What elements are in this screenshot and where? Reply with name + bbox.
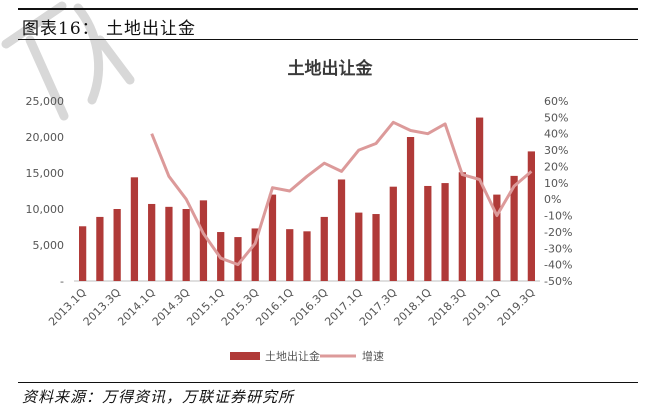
growth-line [150, 120, 533, 267]
bar [458, 172, 466, 281]
left-tick-label: 20,000 [26, 131, 65, 144]
x-tick-label: 2019.3Q [495, 286, 538, 329]
right-tick-label: 50% [544, 111, 568, 124]
bar [337, 179, 346, 281]
right-tick-label: -50% [544, 275, 572, 288]
bar [130, 177, 139, 281]
bar [510, 175, 518, 281]
bar [320, 216, 328, 281]
legend-bar-swatch [230, 352, 260, 360]
right-tick-label: 40% [544, 128, 568, 141]
bar [286, 229, 294, 281]
chart-title: 土地出让金 [288, 58, 374, 79]
right-tick-label: -30% [544, 242, 572, 255]
left-axis: - 5,000 10,000 15,000 20,000 25,000 [26, 95, 65, 288]
bar [303, 231, 311, 281]
legend-line-label: 增速 [362, 349, 384, 363]
x-axis-labels: 2013.1Q2013.3Q2014.1Q2014.3Q2015.1Q2015.… [46, 286, 538, 329]
left-tick-label: 25,000 [26, 95, 65, 108]
bar [234, 237, 242, 281]
bar [406, 137, 415, 281]
bar [148, 203, 156, 281]
legend-bar-label: 土地出让金 [265, 349, 320, 363]
right-tick-label: 0% [544, 193, 561, 206]
bar [424, 185, 432, 281]
left-tick-label: 10,000 [26, 203, 65, 216]
right-tick-label: 20% [544, 160, 568, 173]
bar [355, 212, 363, 281]
bar [165, 206, 173, 281]
bar [389, 186, 397, 281]
bar [113, 209, 121, 281]
left-tick-label: - [60, 275, 64, 288]
bar [527, 151, 535, 281]
right-tick-label: -20% [544, 226, 572, 239]
header-rule [18, 39, 638, 40]
footer-rule [18, 382, 638, 383]
bar [441, 183, 449, 281]
legend: 土地出让金 增速 [230, 349, 384, 363]
right-tick-label: 60% [544, 95, 568, 108]
right-tick-label: -40% [544, 259, 572, 272]
bar [96, 216, 104, 281]
right-tick-label: 30% [544, 144, 568, 157]
bar [268, 194, 277, 281]
left-tick-label: 15,000 [26, 167, 65, 180]
bar [79, 226, 87, 281]
bar [251, 228, 259, 281]
right-tick-label: -10% [544, 210, 572, 223]
source-note: 资料来源：万得资讯，万联证券研究所 [22, 388, 295, 406]
bar [372, 214, 380, 281]
bar [475, 117, 484, 281]
left-tick-label: 5,000 [33, 239, 65, 252]
right-tick-label: 10% [544, 177, 568, 190]
bar [493, 194, 501, 281]
right-axis: -50% -40% -30% -20% -10% 0% 10% 20% 30% 40% 50% 60% [544, 95, 572, 288]
bar [199, 200, 208, 281]
bar-series [79, 117, 535, 281]
figure-caption: 图表16： 土地出让金 [22, 19, 197, 39]
top-rule [18, 8, 638, 10]
bar [182, 209, 190, 281]
